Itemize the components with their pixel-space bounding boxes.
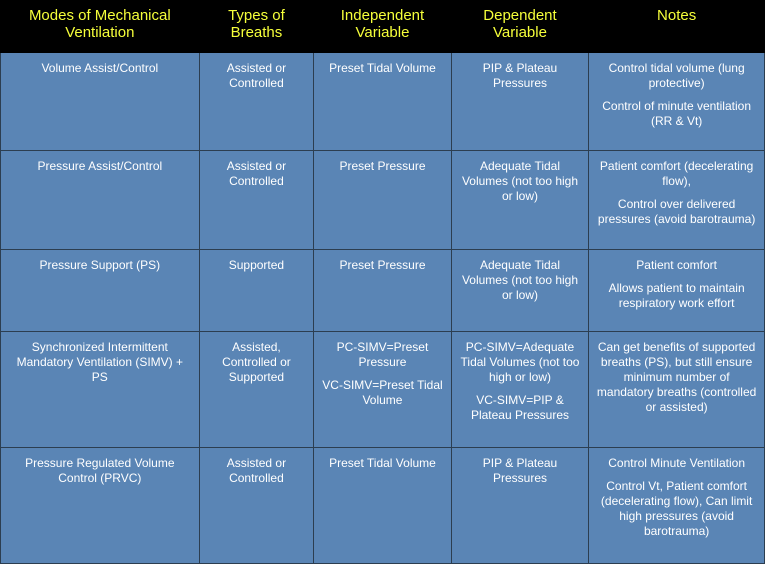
cell-notes: Control tidal volume (lung protective) C… — [589, 52, 765, 151]
cell-mode: Pressure Assist/Control — [1, 151, 200, 250]
table-header: Modes of Mechanical Ventilation Types of… — [1, 1, 765, 53]
notes-line: Control Vt, Patient comfort (deceleratin… — [595, 479, 758, 539]
table-row: Pressure Assist/Control Assisted or Cont… — [1, 151, 765, 250]
indep-line: PC-SIMV=Preset Pressure — [337, 340, 429, 369]
cell-breaths: Assisted or Controlled — [199, 52, 314, 151]
cell-indep: Preset Tidal Volume — [314, 447, 452, 563]
cell-notes: Can get benefits of supported breaths (P… — [589, 331, 765, 447]
cell-indep: Preset Pressure — [314, 151, 452, 250]
col-independent: Independent Variable — [314, 1, 452, 53]
table-row: Pressure Regulated Volume Control (PRVC)… — [1, 447, 765, 563]
cell-indep: Preset Pressure — [314, 250, 452, 331]
cell-dep: PIP & Plateau Pressures — [451, 447, 589, 563]
cell-breaths: Assisted, Controlled or Supported — [199, 331, 314, 447]
notes-line: Patient comfort (decelerating flow), — [600, 159, 753, 188]
cell-dep: PC-SIMV=Adequate Tidal Volumes (not too … — [451, 331, 589, 447]
col-breaths: Types of Breaths — [199, 1, 314, 53]
notes-line: Allows patient to maintain respiratory w… — [595, 281, 758, 311]
table-row: Synchronized Intermittent Mandatory Vent… — [1, 331, 765, 447]
indep-line: VC-SIMV=Preset Tidal Volume — [320, 378, 445, 408]
table-row: Pressure Support (PS) Supported Preset P… — [1, 250, 765, 331]
cell-dep: Adequate Tidal Volumes (not too high or … — [451, 250, 589, 331]
cell-notes: Control Minute Ventilation Control Vt, P… — [589, 447, 765, 563]
cell-indep: Preset Tidal Volume — [314, 52, 452, 151]
cell-indep: PC-SIMV=Preset Pressure VC-SIMV=Preset T… — [314, 331, 452, 447]
cell-notes: Patient comfort Allows patient to mainta… — [589, 250, 765, 331]
dep-line: PC-SIMV=Adequate Tidal Volumes (not too … — [461, 340, 580, 384]
cell-notes: Patient comfort (decelerating flow), Con… — [589, 151, 765, 250]
col-dependent: Dependent Variable — [451, 1, 589, 53]
cell-dep: Adequate Tidal Volumes (not too high or … — [451, 151, 589, 250]
cell-mode: Pressure Regulated Volume Control (PRVC) — [1, 447, 200, 563]
cell-mode: Synchronized Intermittent Mandatory Vent… — [1, 331, 200, 447]
ventilation-modes-table: Modes of Mechanical Ventilation Types of… — [0, 0, 765, 564]
cell-breaths: Assisted or Controlled — [199, 447, 314, 563]
cell-breaths: Supported — [199, 250, 314, 331]
notes-line: Patient comfort — [636, 258, 717, 272]
notes-line: Control tidal volume (lung protective) — [609, 61, 745, 90]
cell-mode: Volume Assist/Control — [1, 52, 200, 151]
notes-line: Control over delivered pressures (avoid … — [595, 197, 758, 227]
col-notes: Notes — [589, 1, 765, 53]
col-modes: Modes of Mechanical Ventilation — [1, 1, 200, 53]
dep-line: VC-SIMV=PIP & Plateau Pressures — [458, 393, 583, 423]
table-row: Volume Assist/Control Assisted or Contro… — [1, 52, 765, 151]
cell-breaths: Assisted or Controlled — [199, 151, 314, 250]
notes-line: Control of minute ventilation (RR & Vt) — [595, 99, 758, 129]
cell-mode: Pressure Support (PS) — [1, 250, 200, 331]
notes-line: Control Minute Ventilation — [608, 456, 745, 470]
cell-dep: PIP & Plateau Pressures — [451, 52, 589, 151]
